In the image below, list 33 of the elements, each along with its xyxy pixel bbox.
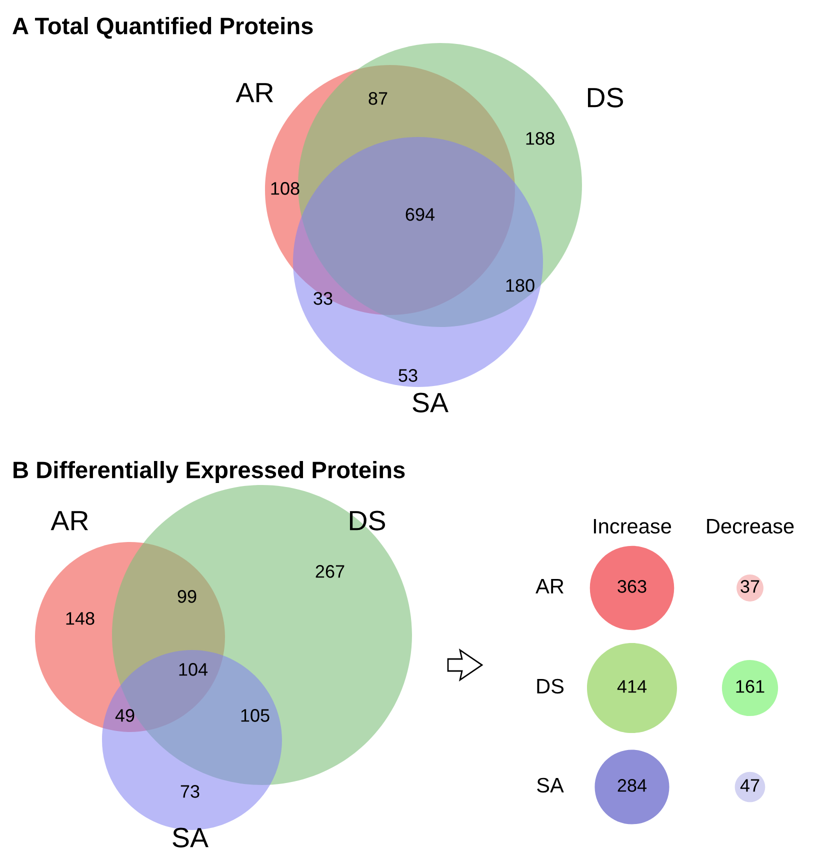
text: 53 [398, 369, 418, 382]
text: 87 [368, 92, 388, 105]
series-label: AR [536, 579, 564, 594]
text: 180 [506, 279, 534, 292]
data-label: 284 [618, 779, 647, 792]
category-label: AR [236, 83, 274, 102]
text: B Differentially Expressed Proteins [14, 460, 405, 484]
series-label: DS [537, 678, 564, 694]
text: 108 [271, 182, 300, 195]
category-label: Decrease [707, 519, 794, 534]
category-label: Increase [594, 519, 672, 534]
category-label: SA [412, 392, 448, 412]
category-label: SA [172, 828, 208, 848]
text: 188 [526, 132, 554, 145]
data-label: 161 [736, 680, 764, 693]
data-label: 47 [740, 779, 760, 792]
text: 694 [406, 208, 435, 221]
data-label: 363 [618, 580, 646, 593]
text: 49 [115, 709, 134, 722]
category-label: DS [588, 88, 624, 108]
data-label: 37 [740, 580, 760, 593]
data-label: 414 [617, 680, 647, 693]
text: 105 [241, 709, 270, 722]
text: A Total Quantified Proteins [12, 16, 313, 39]
text: 267 [316, 565, 344, 578]
category-label: AR [50, 511, 88, 530]
text: 33 [314, 292, 332, 305]
text: 99 [178, 590, 196, 603]
text: 104 [179, 663, 208, 676]
text: 73 [180, 785, 200, 798]
series-label: SA [537, 778, 564, 793]
category-label: DS [350, 510, 386, 530]
text: 148 [66, 612, 94, 625]
